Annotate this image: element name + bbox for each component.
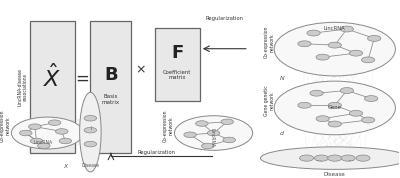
Text: LincRNA: LincRNA [209,128,214,147]
Circle shape [328,155,342,161]
Circle shape [20,130,32,136]
Text: LincRNA: LincRNA [34,140,53,145]
Text: Disease: Disease [81,163,100,168]
Circle shape [341,155,355,161]
Text: X: X [63,164,67,169]
Ellipse shape [260,147,400,169]
Circle shape [184,132,196,138]
Text: LincRNA: LincRNA [324,26,346,31]
Circle shape [314,155,328,161]
Circle shape [328,42,342,48]
Text: Co-expression
network: Co-expression network [163,110,174,142]
Text: ...: ... [316,154,323,163]
Circle shape [316,54,329,60]
Circle shape [310,90,323,96]
Circle shape [364,96,378,101]
Circle shape [298,102,311,108]
Circle shape [274,81,395,135]
Circle shape [196,121,208,126]
Text: ...: ... [87,124,93,130]
FancyBboxPatch shape [90,22,132,153]
Text: Basis
matrix: Basis matrix [102,94,120,105]
Text: Regularization: Regularization [205,16,243,22]
Text: Gene genetic
network: Gene genetic network [264,86,275,116]
Text: $\hat{X}$: $\hat{X}$ [43,63,62,91]
Text: Co-expression
network: Co-expression network [264,26,275,58]
Circle shape [349,50,363,56]
Circle shape [84,141,97,147]
Text: Coefficient
matrix: Coefficient matrix [163,70,192,80]
Text: =: = [75,70,89,88]
Circle shape [340,26,354,32]
Circle shape [202,143,214,149]
Circle shape [298,41,311,47]
Circle shape [30,138,43,144]
Text: ...: ... [347,154,354,163]
Circle shape [59,138,72,144]
Circle shape [223,137,236,143]
Text: Regularization: Regularization [138,150,176,155]
Circle shape [221,119,234,125]
Circle shape [300,155,314,161]
Text: N: N [280,76,284,81]
Circle shape [316,116,329,122]
Text: d: d [280,130,284,135]
Ellipse shape [80,92,101,172]
Text: Co-expression
network: Co-expression network [0,110,11,142]
Circle shape [340,88,354,93]
Text: F: F [171,44,184,62]
Circle shape [11,117,83,149]
Circle shape [38,143,50,148]
Circle shape [307,30,320,36]
Circle shape [56,129,68,134]
Circle shape [48,120,61,125]
Circle shape [362,117,375,123]
Text: LincRNA-disease
associations: LincRNA-disease associations [17,68,28,106]
Circle shape [84,127,97,133]
Circle shape [174,116,253,150]
Circle shape [28,124,41,129]
Circle shape [356,155,370,161]
Text: B: B [104,66,118,84]
Text: $\times$: $\times$ [135,63,146,76]
FancyBboxPatch shape [155,28,200,101]
Text: Disease: Disease [324,172,346,177]
Circle shape [368,35,381,41]
Circle shape [274,22,395,76]
FancyBboxPatch shape [30,22,75,153]
Circle shape [207,130,220,136]
Circle shape [362,57,375,63]
Circle shape [349,110,363,116]
Circle shape [84,116,97,121]
Circle shape [328,102,342,108]
Circle shape [328,121,342,127]
Text: Gene: Gene [328,105,342,110]
